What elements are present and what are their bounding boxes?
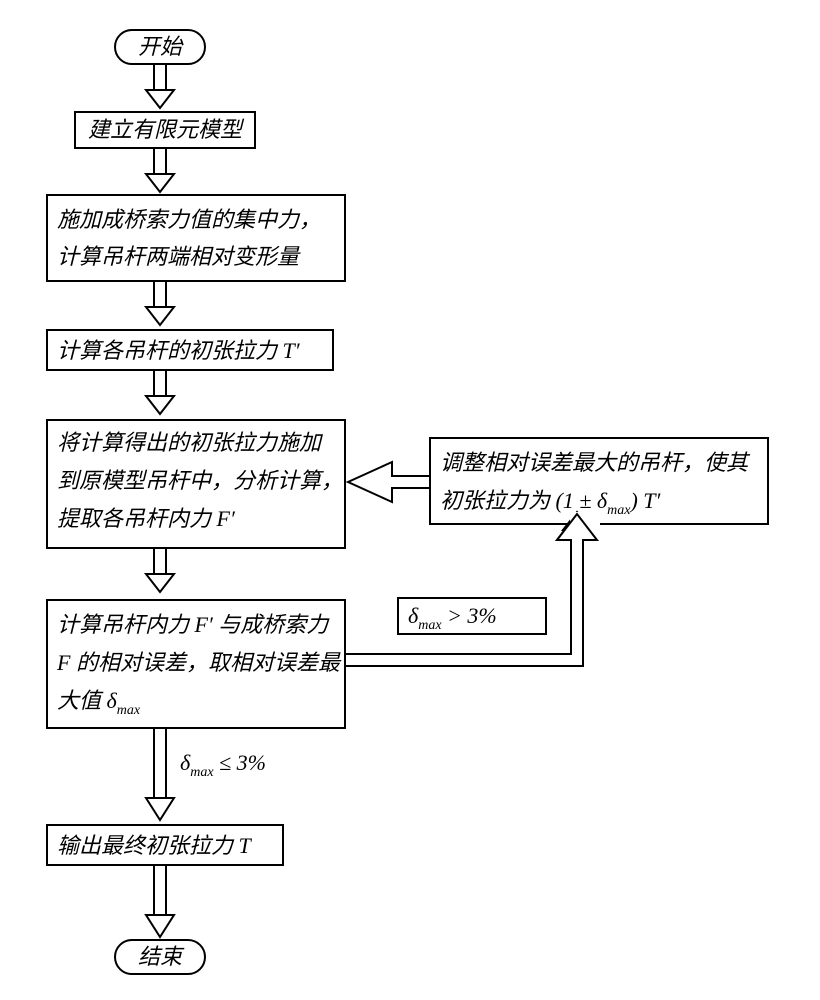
n2-line1: 施加成桥索力值的集中力， — [57, 207, 321, 232]
adjust-line1: 调整相对误差最大的吊杆，使其 — [440, 450, 751, 475]
flowchart-canvas: 开始 建立有限元模型 施加成桥索力值的集中力， 计算吊杆两端相对变形量 计算各吊… — [0, 0, 820, 1000]
arrow-start-n1 — [146, 64, 174, 108]
arrow-n2-n3 — [146, 281, 174, 325]
node-adjust: 调整相对误差最大的吊杆，使其 初张拉力为 (1 ± δmax) T′ — [430, 438, 768, 524]
end-label: 结束 — [138, 944, 185, 969]
n5-line2: F 的相对误差，取相对误差最 — [56, 650, 342, 675]
n4-line2: 到原模型吊杆中，分析计算， — [57, 468, 343, 493]
n2-line2: 计算吊杆两端相对变形量 — [57, 244, 301, 269]
node-apply-force: 施加成桥索力值的集中力， 计算吊杆两端相对变形量 — [47, 195, 345, 281]
start-label: 开始 — [138, 34, 184, 59]
cond-le-label: δmax ≤ 3% — [180, 750, 266, 780]
node-calc-error: 计算吊杆内力 F′ 与成桥索力 F 的相对误差，取相对误差最 大值 δmax — [47, 600, 345, 728]
node-start: 开始 — [115, 30, 205, 64]
arrow-n5-adjust — [345, 512, 591, 666]
arrow-n5-out-group: δmax ≤ 3% — [146, 728, 266, 820]
node-calc-initial-tension: 计算各吊杆的初张拉力 T′ — [47, 330, 333, 370]
node-build-model: 建立有限元模型 — [75, 112, 255, 148]
n1-label: 建立有限元模型 — [88, 117, 245, 142]
arrow-out-end-group — [146, 865, 174, 937]
n4-line3: 提取各吊杆内力 F′ — [57, 506, 236, 531]
cond-gt-box: δmax > 3% — [398, 598, 546, 634]
node-apply-to-model: 将计算得出的初张拉力施加 到原模型吊杆中，分析计算， 提取各吊杆内力 F′ — [47, 420, 345, 548]
n4-line1: 将计算得出的初张拉力施加 — [57, 430, 324, 455]
arrow-n1-n2 — [146, 148, 174, 192]
arrow-n3-n4 — [146, 370, 174, 414]
node-output: 输出最终初张拉力 T — [47, 825, 283, 865]
out-label: 输出最终初张拉力 T — [57, 833, 253, 858]
arrow-n4-n5 — [146, 548, 174, 592]
node-end: 结束 — [115, 940, 205, 974]
arrow-adjust-n4 — [348, 462, 430, 502]
n3-label: 计算各吊杆的初张拉力 T′ — [57, 338, 301, 363]
n5-line1: 计算吊杆内力 F′ 与成桥索力 — [57, 612, 330, 637]
